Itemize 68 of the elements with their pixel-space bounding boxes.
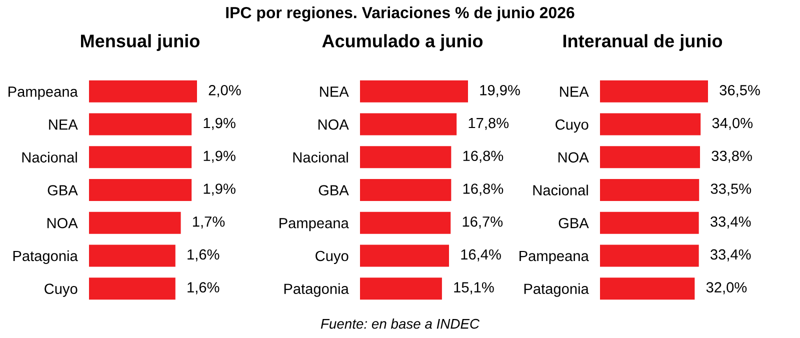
data-label: 33,4% <box>710 249 751 262</box>
bar <box>89 146 192 168</box>
bar <box>360 278 442 300</box>
data-label: 32,0% <box>706 282 747 294</box>
data-label: 33,4% <box>710 216 751 228</box>
y-tick-label: GBA <box>48 185 78 196</box>
bar <box>360 113 457 136</box>
data-label: 1,9% <box>204 150 236 163</box>
y-tick-label: Cuyo <box>44 284 78 297</box>
data-label: 16,8% <box>463 150 504 163</box>
y-tick-label: NEA <box>49 120 78 130</box>
data-label: 1,9% <box>204 118 236 130</box>
bar <box>600 212 699 234</box>
bar <box>89 212 181 234</box>
chart-title: Mensual junio <box>81 34 200 51</box>
data-label: 17,8% <box>468 118 509 130</box>
y-tick-label: Nacional <box>533 184 588 196</box>
y-tick-label: GBA <box>558 218 589 228</box>
y-tick-label: NOA <box>558 152 589 163</box>
bar <box>600 178 700 202</box>
y-tick-label: Nacional <box>293 152 348 163</box>
y-tick-label: NOA <box>47 218 78 228</box>
chart-title: Interanual de junio <box>563 34 722 51</box>
y-tick-label: Pampeana <box>520 250 589 264</box>
data-label: 1,6% <box>188 249 220 262</box>
y-tick-label: NOA <box>318 119 349 130</box>
y-tick-label: Nacional <box>22 152 77 163</box>
bar <box>89 80 197 102</box>
data-label: 16,7% <box>462 216 503 228</box>
y-tick-label: Patagonia <box>284 283 349 297</box>
bar <box>89 178 192 202</box>
y-tick-label: Patagonia <box>13 250 78 264</box>
data-label: 33,8% <box>712 150 752 163</box>
bar <box>600 146 700 168</box>
chart-title: Acumulado a junio <box>322 34 483 51</box>
data-label: 16,8% <box>463 184 504 196</box>
bar <box>89 278 176 300</box>
bar <box>360 146 452 168</box>
bar <box>360 80 468 102</box>
data-label: 36,5% <box>720 85 760 98</box>
text: IPC por regiones. Variaciones % de junio 2026 <box>226 6 574 22</box>
y-tick-label: Patagonia <box>524 283 589 297</box>
y-tick-label: NEA <box>560 86 589 97</box>
data-label: 1,6% <box>188 282 220 294</box>
bar <box>600 113 701 136</box>
y-tick-label: Pampeana <box>280 218 349 232</box>
bar <box>360 178 452 202</box>
bar <box>600 80 708 102</box>
data-label: 19,9% <box>480 85 520 98</box>
y-tick-label: Cuyo <box>316 250 348 264</box>
data-label: 33,5% <box>710 184 752 196</box>
bar <box>89 113 192 136</box>
y-tick-label: Pampeana <box>8 86 78 100</box>
y-tick-label: GBA <box>318 185 349 196</box>
source-note: Fuente: en base a INDEC <box>320 318 480 329</box>
data-label: 2,0% <box>208 85 241 98</box>
bar <box>600 278 695 300</box>
data-label: 15,1% <box>454 282 494 294</box>
data-label: 1,7% <box>193 216 225 228</box>
bar <box>600 244 699 267</box>
data-label: 34,0% <box>712 118 753 130</box>
y-tick-label: Cuyo <box>556 119 588 133</box>
bar <box>360 244 450 267</box>
bar <box>360 212 451 234</box>
data-label: 1,9% <box>204 184 236 196</box>
data-label: 16,4% <box>461 249 501 262</box>
bar <box>89 244 176 267</box>
y-tick-label: NEA <box>320 86 349 97</box>
